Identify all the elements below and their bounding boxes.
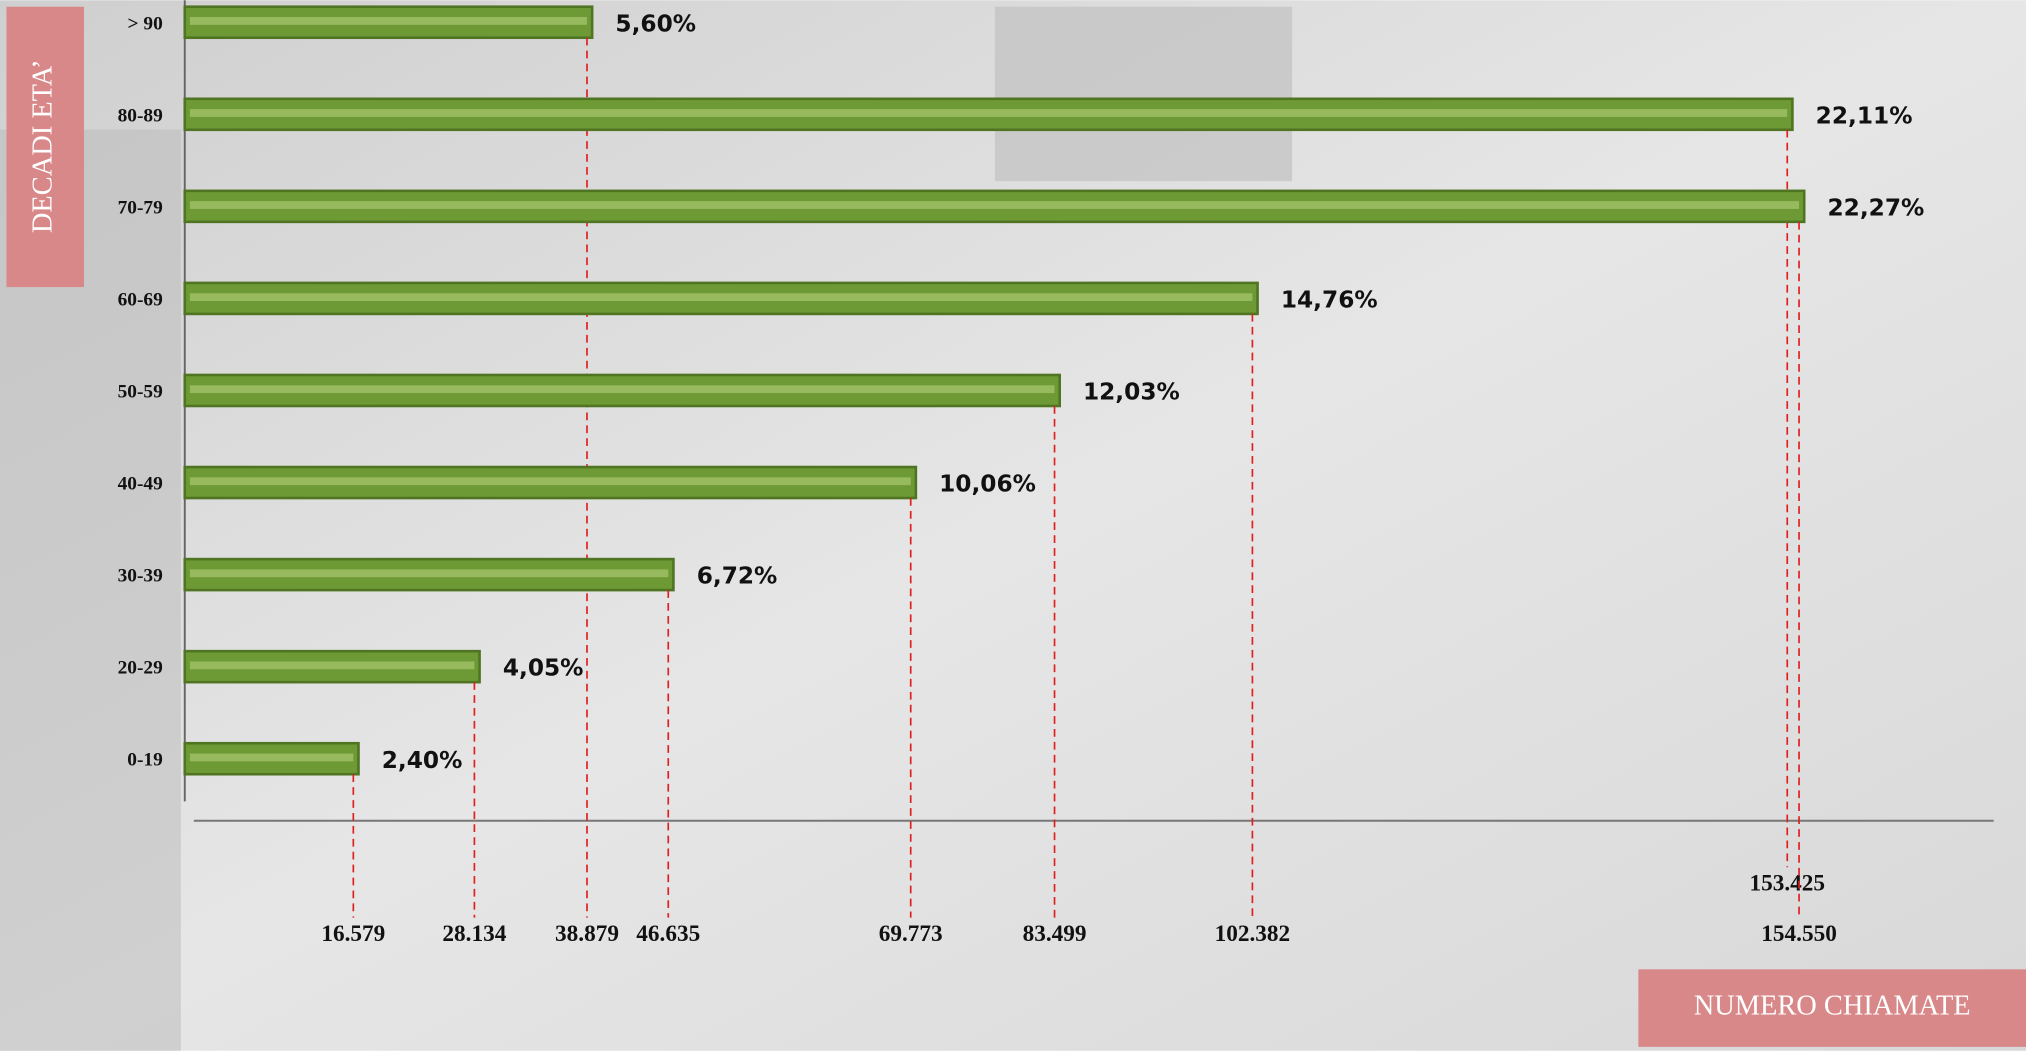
bar-highlight [189, 109, 1788, 117]
x-label-box [1638, 969, 2026, 1047]
value-label: 46.635 [636, 921, 700, 947]
y-tick-label: > 90 [128, 13, 163, 34]
value-label: 102.382 [1215, 921, 1291, 947]
y-axis-label: DECADI ETA’ [28, 59, 59, 233]
percentage-label: 10,06% [939, 471, 1036, 498]
value-label: 69.773 [879, 921, 943, 947]
bar-highlight [189, 17, 587, 25]
bar-highlight [189, 201, 1800, 209]
value-label: 153.425 [1749, 871, 1825, 897]
value-label: 16.579 [321, 921, 385, 947]
y-label-box [6, 6, 84, 288]
y-tick-label: 70-79 [118, 197, 163, 218]
bg-monitor [994, 6, 1293, 182]
percentage-label: 4,05% [503, 655, 584, 682]
percentage-label: 5,60% [615, 10, 696, 37]
y-tick-label: 60-69 [118, 289, 163, 310]
bar-highlight [189, 569, 669, 578]
y-tick-label: 20-29 [118, 658, 163, 679]
percentage-label: 22,11% [1816, 102, 1913, 129]
bar-highlight [189, 385, 1055, 394]
y-tick-label: 50-59 [118, 382, 163, 403]
percentage-label: 22,27% [1827, 194, 1924, 221]
y-tick-label: 30-39 [118, 566, 163, 587]
value-label: 28.134 [442, 921, 506, 947]
y-tick-label: 80-89 [118, 105, 163, 126]
y-tick-label: 0-19 [127, 750, 163, 771]
percentage-label: 12,03% [1083, 379, 1180, 406]
x-axis-label: NUMERO CHIAMATE [1694, 991, 1971, 1022]
bar-highlight [189, 477, 911, 486]
bar-highlight [189, 293, 1253, 301]
percentage-label: 14,76% [1281, 286, 1378, 313]
value-label: 83.499 [1023, 921, 1087, 947]
bar-highlight [189, 753, 354, 762]
percentage-label: 6,72% [697, 563, 778, 590]
y-tick-label: 40-49 [118, 474, 163, 495]
bar-highlight [189, 661, 475, 670]
percentage-label: 2,40% [382, 747, 463, 774]
value-label: 38.879 [555, 921, 619, 947]
value-label: 154.550 [1761, 921, 1837, 947]
